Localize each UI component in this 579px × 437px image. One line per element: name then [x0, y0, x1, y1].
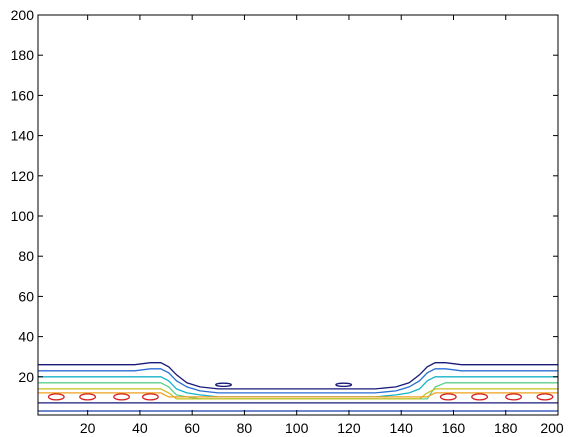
y-tick-label: 140	[11, 128, 35, 144]
x-tick-label: 40	[132, 420, 148, 436]
contour-loop	[505, 393, 523, 401]
contour-line	[38, 368, 558, 394]
y-tick-label: 100	[11, 208, 35, 224]
x-tick-label: 140	[390, 420, 414, 436]
x-tick-label: 60	[184, 420, 200, 436]
y-tick-label: 40	[18, 329, 34, 345]
plot-frame	[37, 14, 559, 416]
y-tick-label: 180	[11, 47, 35, 63]
y-tick-label: 120	[11, 168, 35, 184]
contour-loop	[215, 382, 232, 388]
y-tick-label: 20	[18, 369, 34, 385]
axes: 20 40 60 80 100 120 140 160 180 200 20 40 60 80 100 120…	[11, 7, 564, 436]
contour-lines	[38, 362, 558, 412]
x-tick-label: 160	[442, 420, 466, 436]
x-tick-label: 200	[540, 420, 564, 436]
contour-line	[38, 362, 558, 390]
y-tick-label: 60	[18, 288, 34, 304]
x-tick-label: 20	[80, 420, 96, 436]
contour-loop	[47, 393, 65, 401]
x-tick-label: 120	[337, 420, 361, 436]
y-tick-label: 80	[18, 248, 34, 264]
contour-loop	[113, 393, 131, 401]
contour-loop	[439, 393, 457, 401]
plot-background	[38, 15, 558, 415]
x-tick-label: 100	[285, 420, 309, 436]
contour-line	[38, 392, 558, 398]
x-tick-label: 180	[494, 420, 518, 436]
contour-loop	[141, 393, 159, 401]
x-tick-label: 80	[237, 420, 253, 436]
contour-loop	[79, 393, 97, 401]
contour-loop	[335, 382, 353, 388]
contour-loop	[536, 393, 554, 401]
y-tick-label: 160	[11, 87, 35, 103]
contour-line	[38, 388, 558, 400]
contour-loop	[471, 393, 489, 401]
y-tick-label: 200	[11, 7, 35, 23]
